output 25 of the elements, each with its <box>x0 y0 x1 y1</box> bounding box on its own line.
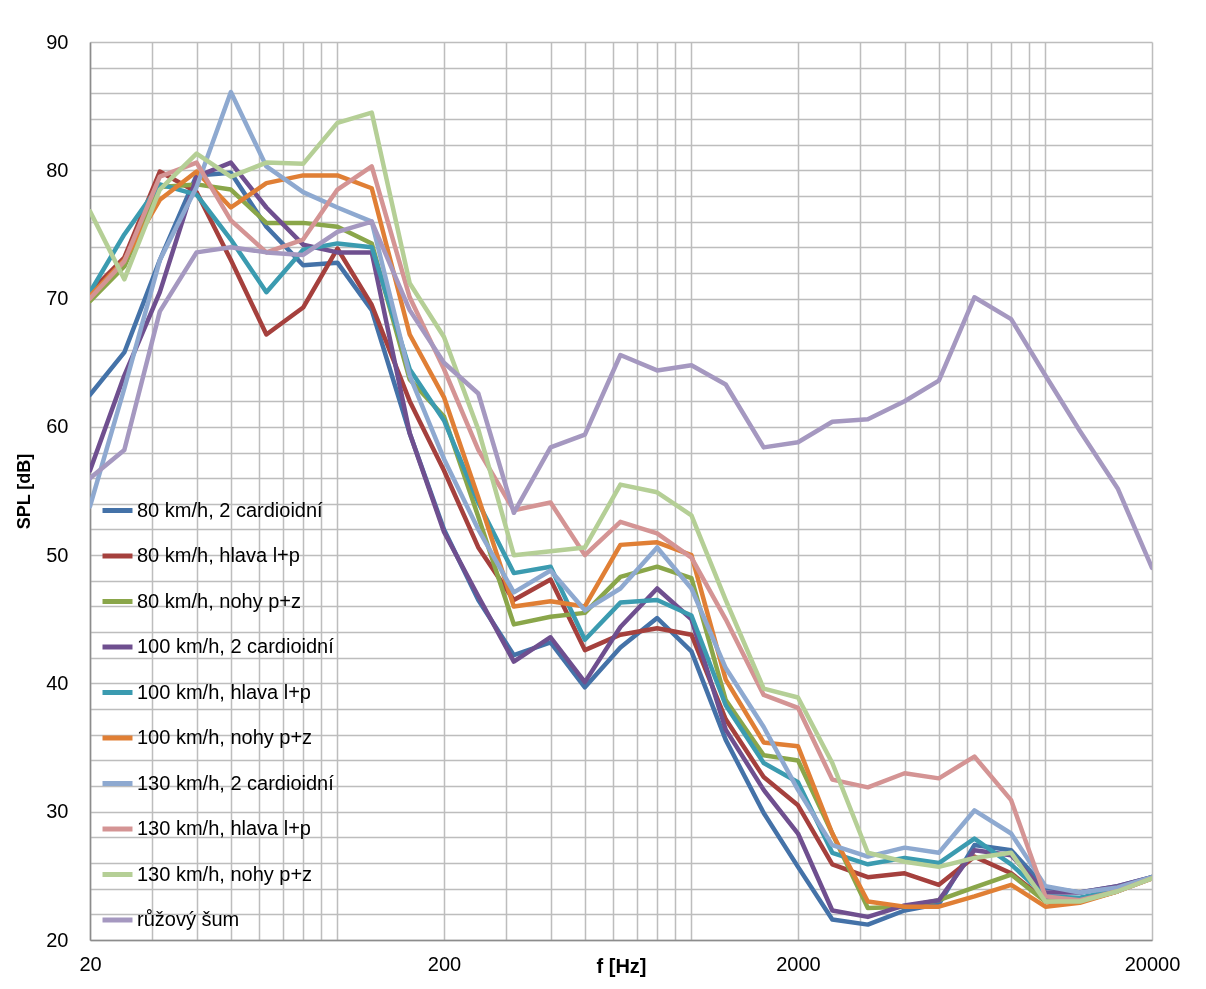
legend-label: 100 km/h, nohy p+z <box>137 726 313 748</box>
y-tick-label: 80 <box>46 158 69 181</box>
y-tick-label: 60 <box>46 415 69 438</box>
y-tick-label: 20 <box>46 928 69 951</box>
y-tick-label: 90 <box>46 30 69 53</box>
y-tick-label: 50 <box>46 543 69 566</box>
y-tick-label: 40 <box>46 671 69 694</box>
legend-label: 80 km/h, nohy p+z <box>137 589 301 612</box>
legend-label: 100 km/h, 2 cardioidní <box>137 635 335 657</box>
x-tick-label: 200 <box>427 952 462 975</box>
legend-label: 130 km/h, hlava l+p <box>137 817 311 839</box>
x-tick-label: 20 <box>79 952 102 975</box>
x-tick-label: 2000 <box>776 952 821 975</box>
line-series <box>90 219 1152 571</box>
legend-label: 130 km/h, 2 cardioidní <box>137 771 335 794</box>
legend-label: 130 km/h, nohy p+z <box>137 862 313 885</box>
legend-label: růžový šum <box>137 908 240 930</box>
legend-label: 80 km/h, hlava l+p <box>137 544 300 566</box>
x-tick-label: 20000 <box>1124 952 1181 975</box>
y-tick-label: 30 <box>46 800 69 823</box>
legend-label: 80 km/h, 2 cardioidní <box>137 498 324 521</box>
y-tick-label: 70 <box>46 287 69 310</box>
legend-label: 100 km/h, hlava l+p <box>137 680 311 703</box>
x-axis-title: f [Hz] <box>596 954 647 977</box>
y-axis-title: SPL [dB] <box>14 453 35 530</box>
